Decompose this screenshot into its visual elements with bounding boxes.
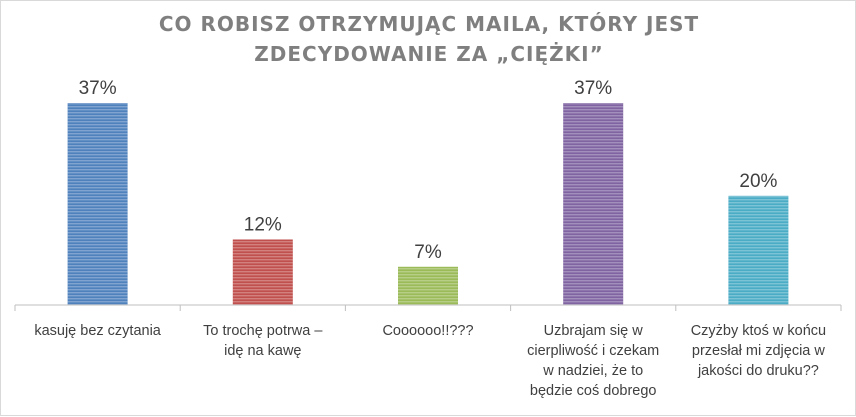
data-label-4: 37% <box>574 78 612 99</box>
bar-stripes <box>232 239 293 305</box>
bar-5 <box>728 195 789 305</box>
category-label-line: będzie coś dobrego <box>530 383 657 399</box>
category-label-2: To trochę potrwa – idę na kawę <box>203 323 323 359</box>
category-label-1: kasuję bez czytania <box>34 323 161 339</box>
data-label-1: 37% <box>79 78 117 99</box>
bar-stripes <box>67 103 128 305</box>
category-label-line: przesłał mi zdjęcia w <box>692 343 825 359</box>
category-label-line: Czyżby ktoś w końcu <box>691 323 826 339</box>
chart-title-line-1: CO ROBISZ OTRZYMUJĄC MAILA, KTÓRY JEST <box>159 12 699 36</box>
chart-title-line-2: ZDECYDOWANIE ZA „CIĘŻKI” <box>254 42 603 66</box>
bar-stripes <box>728 195 789 305</box>
category-label-5: Czyżby ktoś w końcu przesłał mi zdjęcia w… <box>691 323 826 379</box>
data-label-2: 12% <box>244 214 282 235</box>
category-label-line: w nadziei, że to <box>542 363 643 379</box>
category-label-line: Coooooo!!??? <box>382 323 473 339</box>
category-label-line: Uzbrajam się w <box>544 323 644 339</box>
category-label-4: Uzbrajam się w cierpliwość i czekam w nadz… <box>527 323 659 399</box>
data-label-5: 20% <box>739 171 777 192</box>
data-label-3: 7% <box>414 242 442 263</box>
category-label-line: kasuję bez czytania <box>34 323 161 339</box>
bar-4 <box>563 103 624 305</box>
bar-2 <box>232 239 293 305</box>
bar-stripes <box>398 266 458 305</box>
category-label-line: cierpliwość i czekam <box>527 343 659 359</box>
bar-1 <box>67 103 128 305</box>
category-label-line: idę na kawę <box>224 343 301 359</box>
category-label-line: jakości do druku?? <box>697 363 819 379</box>
category-label-3: Coooooo!!??? <box>382 323 473 339</box>
bar-stripes <box>563 103 624 305</box>
category-label-line: To trochę potrwa – <box>203 323 323 339</box>
bar-3 <box>398 266 458 305</box>
